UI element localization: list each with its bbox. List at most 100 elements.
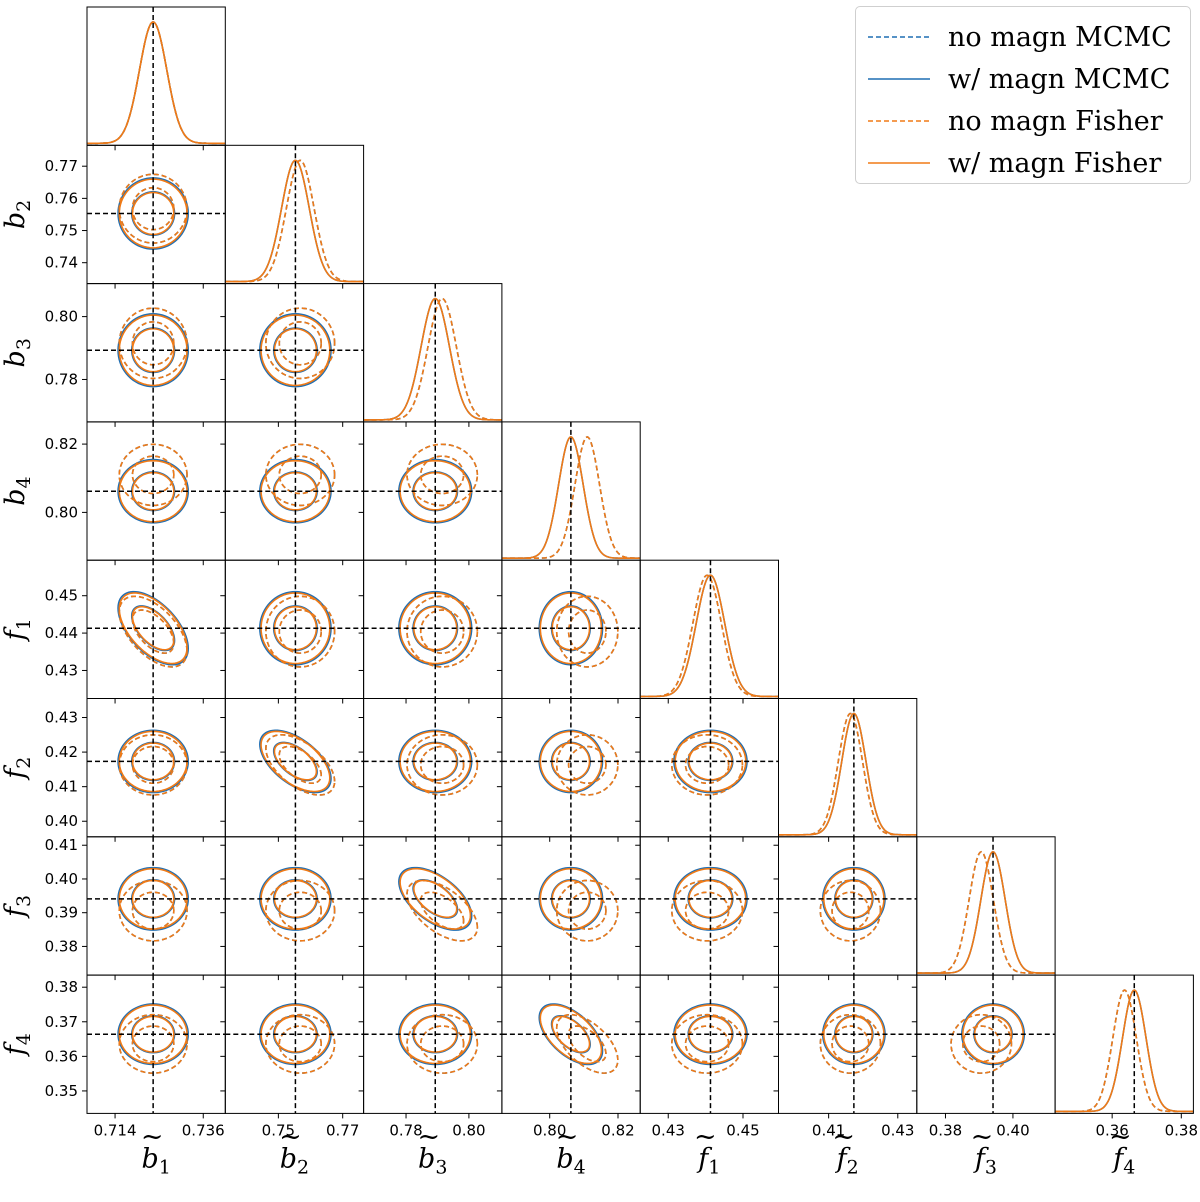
panel-f2-vs-b3 [363, 698, 502, 837]
contour-95-no-magn-fisher [118, 1013, 188, 1074]
y-tick-label: 0.36 [45, 1047, 78, 1065]
marginal-curve-no-magn-mcmc [225, 159, 364, 283]
x-tick-label: 0.43 [652, 1121, 685, 1139]
x-axis-label-tilde: ~ [556, 1121, 579, 1152]
contour-68-w-magn-fisher [131, 471, 175, 511]
x-axis-label-b1: b1 [141, 1143, 170, 1178]
panel-frame [86, 974, 226, 1114]
marginal-curve-w-magn-fisher [501, 436, 641, 559]
x-tick-label: 0.43 [881, 1121, 914, 1139]
panel-frame [778, 836, 918, 976]
panel-frame [778, 698, 918, 838]
contour-95-w-magn-fisher [822, 1004, 885, 1065]
contour-95-w-magn-mcmc [117, 590, 190, 666]
y-axis-label-tilde: ~ [0, 476, 9, 499]
contour-95-no-magn-mcmc [406, 879, 479, 942]
marginal-curve-w-magn-fisher [363, 297, 502, 421]
contour-95-w-magn-fisher [962, 1004, 1025, 1065]
contour-95-w-magn-mcmc [117, 1003, 190, 1066]
contour-68-no-magn-fisher [684, 745, 730, 785]
y-tick-label: 0.45 [45, 587, 78, 605]
x-tick-label: 0.736 [182, 1121, 225, 1139]
contour-95-w-magn-fisher [539, 592, 603, 665]
x-axis-label-tilde: ~ [694, 1121, 717, 1152]
contour-95-no-magn-fisher [555, 595, 619, 668]
marginal-f2 [778, 698, 917, 837]
contour-95-w-magn-fisher [822, 867, 885, 930]
x-tick-label: 0.36 [1095, 1121, 1128, 1139]
panel-frame [86, 559, 226, 700]
panel-f1-vs-b4 [501, 560, 641, 699]
y-tick-label: 0.82 [45, 435, 78, 453]
legend-line-no-magn-fisher [868, 120, 930, 122]
legend-label-w-magn-fisher: w/ magn Fisher [948, 147, 1162, 179]
y-tick-label: 0.76 [45, 189, 78, 207]
contour-95-no-magn-fisher [406, 733, 479, 796]
marginal-curve-no-magn-mcmc [363, 297, 502, 421]
panel-frame [224, 283, 365, 423]
panel-f2-vs-f1 [640, 698, 779, 837]
y-tick-label: 0.41 [45, 778, 78, 796]
y-tick-label: 0.43 [45, 661, 78, 679]
marginal-b4 [501, 421, 641, 561]
contour-95-w-magn-fisher [399, 867, 472, 930]
panel-frame [224, 836, 365, 976]
y-tick-label: 0.77 [45, 157, 78, 175]
contour-68-w-magn-fisher [551, 1015, 591, 1053]
contour-95-no-magn-fisher [819, 879, 882, 942]
panel-frame [639, 836, 780, 976]
panel-f4-vs-b3 [363, 975, 502, 1114]
x-axis-label-f3: f3 [973, 1143, 997, 1178]
marginal-curve-w-magn-mcmc [363, 297, 502, 421]
contour-68-w-magn-fisher [131, 879, 175, 919]
panel-f3-vs-b1 [87, 836, 226, 976]
contour-68-no-magn-fisher [567, 745, 607, 785]
panel-f4-vs-b4 [501, 975, 641, 1114]
contour-68-no-magn-fisher [278, 455, 323, 495]
contour-68-no-magn-fisher [278, 891, 323, 930]
contour-95-w-magn-mcmc [538, 866, 604, 931]
contour-95-no-magn-fisher [670, 733, 744, 796]
marginal-curve-w-magn-fisher [87, 21, 226, 145]
panel-frame [363, 559, 503, 700]
marginal-curve-w-magn-mcmc [1055, 989, 1194, 1113]
y-tick-label: 0.39 [45, 904, 78, 922]
panel-frame [1054, 974, 1194, 1114]
contour-95-w-magn-mcmc [117, 313, 190, 388]
panel-f4-vs-f3 [916, 975, 1056, 1114]
panel-f3-vs-f1 [640, 836, 779, 976]
panel-b3-vs-b2 [225, 283, 364, 422]
legend-label-no-magn-mcmc: no magn MCMC [948, 21, 1172, 53]
panel-frame [916, 836, 1056, 976]
contour-95-no-magn-fisher [265, 734, 336, 796]
contour-95-no-magn-fisher [406, 595, 479, 668]
panel-f3-vs-b4 [501, 836, 641, 976]
y-tick-label: 0.40 [45, 812, 78, 830]
marginal-curve-no-magn-mcmc [87, 21, 226, 145]
panel-b4-vs-b1 [87, 421, 226, 561]
y-tick-label: 0.80 [45, 308, 78, 326]
x-axis-label-tilde: ~ [1109, 1121, 1132, 1152]
y-tick-label: 0.35 [45, 1082, 78, 1100]
contour-95-no-magn-fisher [265, 443, 336, 507]
contour-95-w-magn-fisher [539, 1004, 603, 1065]
x-axis-label-b2: b2 [280, 1143, 309, 1178]
contour-68-w-magn-fisher [131, 742, 175, 781]
panel-frame [639, 559, 780, 700]
panel-frame [224, 144, 365, 285]
marginal-curve-no-magn-mcmc [640, 574, 779, 698]
legend-item-no-magn-fisher: no magn Fisher [868, 101, 1163, 141]
panel-frame [363, 836, 503, 976]
legend-item-w-magn-mcmc: w/ magn MCMC [868, 59, 1170, 99]
contour-68-no-magn-fisher [567, 891, 607, 930]
panel-f3-vs-b3 [363, 836, 502, 976]
contour-95-no-magn-fisher [118, 173, 188, 244]
y-tick-label: 0.80 [45, 503, 78, 521]
contour-95-no-magn-fisher [950, 1013, 1013, 1074]
y-tick-label: 0.38 [45, 978, 78, 996]
marginal-curve-no-magn-fisher [640, 574, 779, 698]
panel-f4-vs-b2 [225, 975, 364, 1114]
y-tick-label: 0.75 [45, 222, 78, 240]
panel-frame [224, 698, 365, 838]
panel-f4-vs-f2 [778, 975, 917, 1114]
